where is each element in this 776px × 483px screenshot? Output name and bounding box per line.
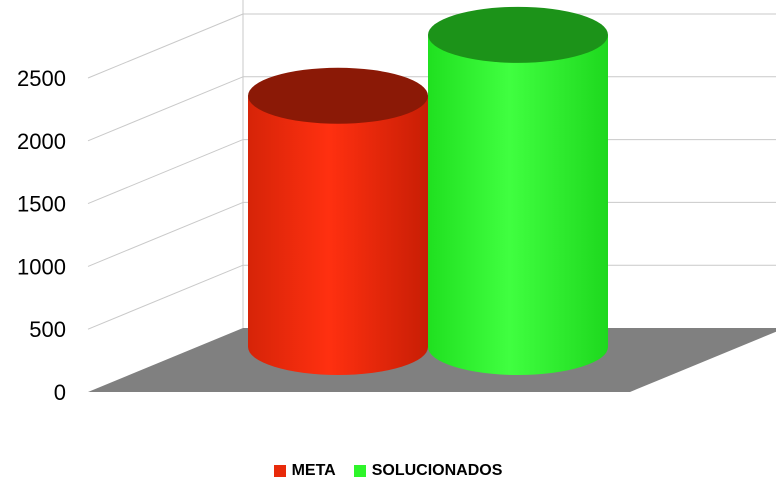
side-gridline: [87, 139, 244, 205]
legend-item-meta: META: [273, 462, 336, 480]
cylinder-body: [428, 34, 608, 375]
y-tick-label: 1000: [17, 254, 66, 279]
y-tick-label: 1500: [17, 192, 66, 217]
y-tick-label: 2000: [17, 129, 66, 154]
cylinder-top: [248, 67, 428, 124]
cylinder-body: [248, 95, 428, 376]
y-tick-label: 2500: [17, 66, 66, 91]
cylinder-solucionados: [428, 6, 608, 375]
side-gridline: [87, 264, 244, 330]
bars: [248, 6, 608, 376]
y-axis-tick-labels: 0 500 1000 1500 2000 2500: [17, 66, 66, 405]
cylinder-meta: [248, 67, 428, 376]
cylinder-top: [428, 6, 608, 63]
side-gridline: [87, 76, 244, 142]
legend-swatch-solucionados: [353, 465, 366, 477]
legend-swatch-meta: [273, 465, 286, 477]
legend: META SOLUCIONADOS: [0, 462, 776, 480]
legend-label-meta: META: [291, 462, 336, 479]
legend-item-solucionados: SOLUCIONADOS: [353, 462, 503, 480]
legend-label-solucionados: SOLUCIONADOS: [371, 462, 503, 479]
y-tick-label: 0: [54, 380, 66, 405]
side-gridline: [87, 13, 244, 79]
y-tick-label: 500: [29, 317, 66, 342]
side-gridline: [87, 201, 244, 267]
